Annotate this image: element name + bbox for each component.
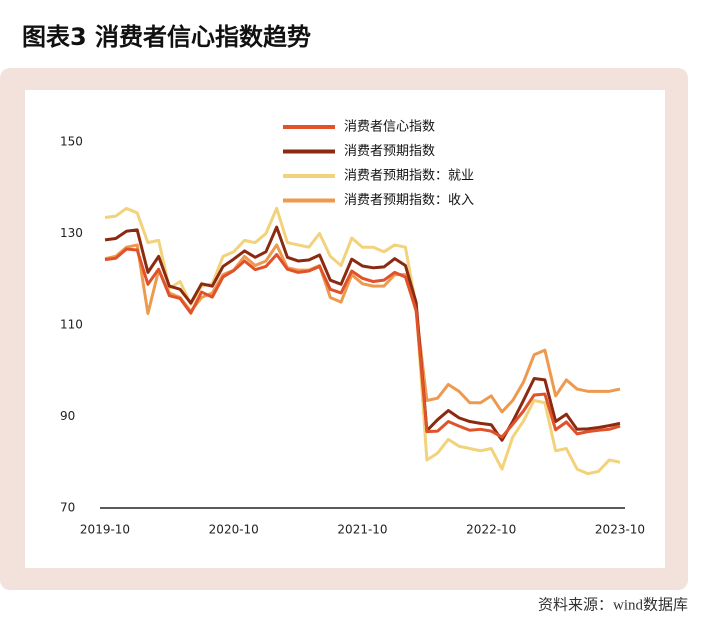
x-tick-label: 2019-10	[80, 523, 130, 537]
legend-label: 消费者预期指数：收入	[344, 193, 474, 208]
source-note: 资料来源：wind数据库	[538, 596, 688, 613]
y-tick-label: 130	[60, 226, 83, 240]
x-tick-label: 2023-10	[595, 523, 645, 537]
y-tick-label: 150	[60, 135, 83, 149]
x-tick-label: 2020-10	[209, 523, 259, 537]
x-tick-label: 2022-10	[466, 523, 516, 537]
chart-title: 图表3 消费者信心指数趋势	[22, 23, 311, 51]
legend-label: 消费者预期指数：就业	[344, 169, 474, 184]
series-line	[104, 225, 621, 442]
plot-area	[25, 90, 665, 568]
x-tick-label: 2021-10	[337, 523, 387, 537]
y-tick-label: 70	[60, 501, 75, 515]
legend-label: 消费者预期指数	[344, 144, 435, 159]
y-tick-label: 90	[60, 409, 75, 423]
legend-label: 消费者信心指数	[344, 120, 435, 135]
y-tick-label: 110	[60, 318, 83, 332]
series-line	[104, 247, 621, 439]
